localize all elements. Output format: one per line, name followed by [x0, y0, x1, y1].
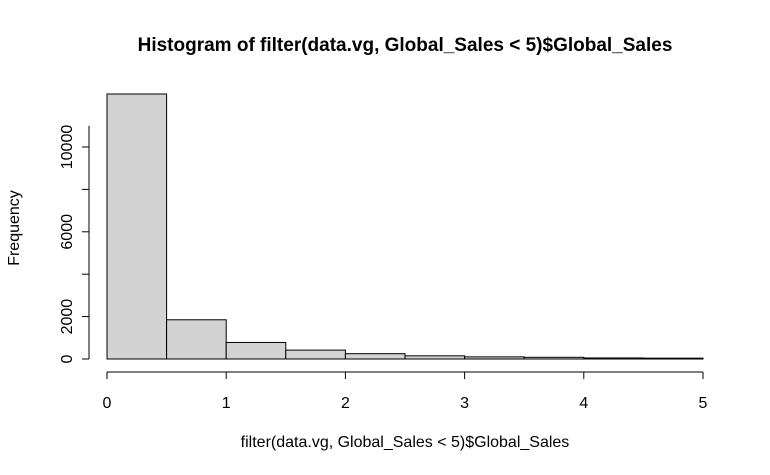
y-tick-label: 0 — [59, 354, 76, 363]
histogram-bar — [285, 349, 346, 360]
x-tick-label: 3 — [460, 395, 469, 412]
x-axis-label: filter(data.vg, Global_Sales < 5)$Global… — [241, 434, 570, 451]
y-tick-label: 2000 — [59, 299, 76, 335]
y-tick-label: 6000 — [59, 214, 76, 250]
x-tick-label: 5 — [699, 395, 708, 412]
x-tick-label: 2 — [341, 395, 350, 412]
bars-group — [106, 93, 704, 360]
x-tick-label: 4 — [579, 395, 588, 412]
x-tick-label: 1 — [222, 395, 231, 412]
x-axis-ticks: 0 1 2 3 4 5 — [103, 372, 708, 412]
histogram-bar — [344, 353, 406, 360]
y-axis-ticks: 0 2000 6000 10000 — [59, 125, 89, 363]
histogram-bar — [225, 341, 287, 360]
histogram-bar — [523, 356, 585, 360]
chart-title: Histogram of filter(data.vg, Global_Sale… — [138, 35, 673, 56]
histogram-bar — [166, 319, 227, 360]
x-tick-label: 0 — [103, 395, 112, 412]
y-axis-label: Frequency — [6, 190, 23, 266]
histogram-bar — [464, 356, 525, 360]
histogram-bar — [583, 357, 644, 360]
histogram-bar — [404, 355, 466, 360]
y-tick-label: 10000 — [59, 125, 76, 170]
histogram-bar — [642, 357, 704, 360]
histogram-bar — [106, 93, 168, 360]
